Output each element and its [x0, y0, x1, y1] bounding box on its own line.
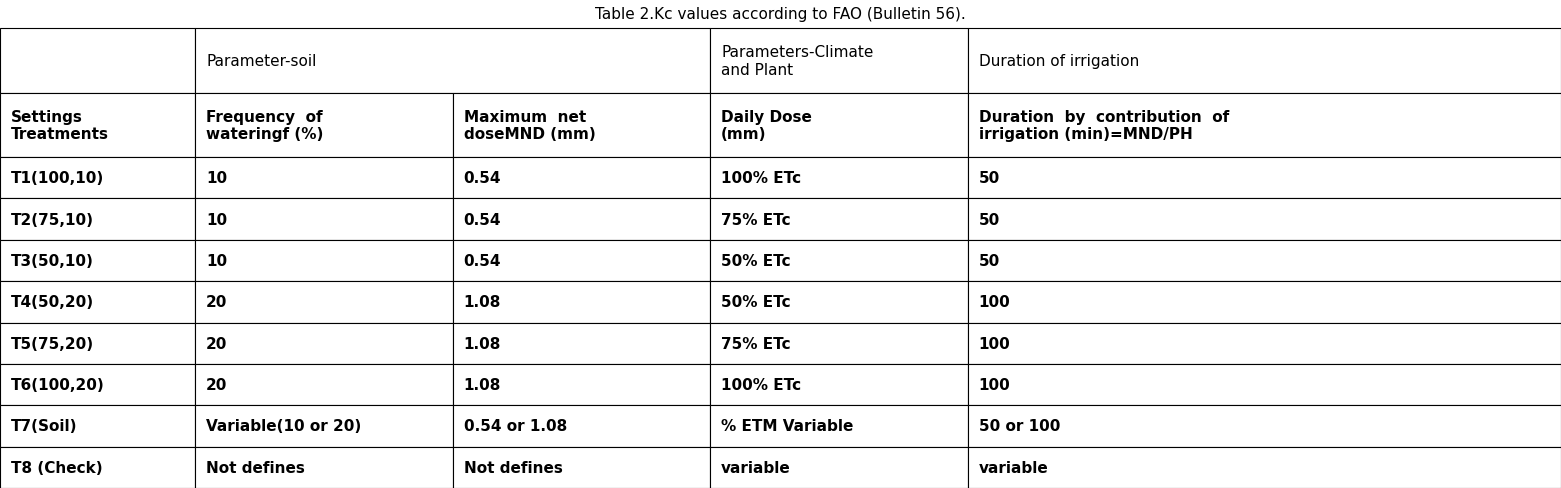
- Text: 50: 50: [979, 171, 1001, 186]
- Bar: [710, 323, 968, 364]
- Text: Duration  by  contribution  of
irrigation (min)=MND/PH: Duration by contribution of irrigation (…: [979, 109, 1229, 142]
- Bar: [453, 282, 710, 323]
- Text: 100: 100: [979, 336, 1010, 351]
- Text: T4(50,20): T4(50,20): [11, 295, 94, 310]
- Text: 100: 100: [979, 377, 1010, 392]
- Bar: [0, 199, 195, 240]
- Bar: [0, 364, 195, 406]
- Text: 1.08: 1.08: [464, 336, 501, 351]
- Bar: [968, 158, 1561, 199]
- Text: 10: 10: [206, 253, 228, 268]
- Text: Parameters-Climate
and Plant: Parameters-Climate and Plant: [721, 45, 874, 78]
- Text: variable: variable: [721, 460, 791, 475]
- Bar: [968, 406, 1561, 447]
- Bar: [968, 29, 1561, 94]
- Bar: [195, 94, 453, 158]
- Bar: [710, 364, 968, 406]
- Bar: [195, 240, 453, 282]
- Text: Not defines: Not defines: [206, 460, 304, 475]
- Bar: [710, 447, 968, 488]
- Text: 0.54: 0.54: [464, 171, 501, 186]
- Text: T6(100,20): T6(100,20): [11, 377, 105, 392]
- Bar: [453, 94, 710, 158]
- Bar: [968, 94, 1561, 158]
- Bar: [968, 447, 1561, 488]
- Text: 1.08: 1.08: [464, 295, 501, 310]
- Bar: [968, 199, 1561, 240]
- Text: 50: 50: [979, 212, 1001, 227]
- Bar: [453, 447, 710, 488]
- Bar: [195, 447, 453, 488]
- Text: 1.08: 1.08: [464, 377, 501, 392]
- Bar: [710, 282, 968, 323]
- Text: 20: 20: [206, 295, 228, 310]
- Bar: [195, 29, 710, 94]
- Text: 50% ETc: 50% ETc: [721, 295, 791, 310]
- Text: 50% ETc: 50% ETc: [721, 253, 791, 268]
- Text: T2(75,10): T2(75,10): [11, 212, 94, 227]
- Text: Variable(10 or 20): Variable(10 or 20): [206, 419, 361, 433]
- Text: 100% ETc: 100% ETc: [721, 171, 801, 186]
- Text: Parameter-soil: Parameter-soil: [206, 54, 317, 69]
- Text: 20: 20: [206, 336, 228, 351]
- Text: 0.54: 0.54: [464, 253, 501, 268]
- Bar: [453, 199, 710, 240]
- Text: T1(100,10): T1(100,10): [11, 171, 105, 186]
- Text: Duration of irrigation: Duration of irrigation: [979, 54, 1140, 69]
- Bar: [195, 364, 453, 406]
- Text: 100% ETc: 100% ETc: [721, 377, 801, 392]
- Bar: [968, 364, 1561, 406]
- Text: Not defines: Not defines: [464, 460, 562, 475]
- Bar: [968, 282, 1561, 323]
- Bar: [0, 323, 195, 364]
- Text: T3(50,10): T3(50,10): [11, 253, 94, 268]
- Bar: [710, 158, 968, 199]
- Text: Maximum  net
doseMND (mm): Maximum net doseMND (mm): [464, 109, 595, 142]
- Text: variable: variable: [979, 460, 1049, 475]
- Bar: [0, 94, 195, 158]
- Text: Settings
Treatments: Settings Treatments: [11, 109, 109, 142]
- Bar: [453, 323, 710, 364]
- Text: T8 (Check): T8 (Check): [11, 460, 103, 475]
- Bar: [195, 282, 453, 323]
- Text: 10: 10: [206, 212, 228, 227]
- Text: T5(75,20): T5(75,20): [11, 336, 94, 351]
- Bar: [453, 364, 710, 406]
- Bar: [453, 240, 710, 282]
- Text: T7(Soil): T7(Soil): [11, 419, 78, 433]
- Bar: [710, 29, 968, 94]
- Text: 100: 100: [979, 295, 1010, 310]
- Bar: [0, 282, 195, 323]
- Text: Daily Dose
(mm): Daily Dose (mm): [721, 109, 812, 142]
- Text: Frequency  of
wateringf (%): Frequency of wateringf (%): [206, 109, 323, 142]
- Bar: [0, 240, 195, 282]
- Bar: [968, 240, 1561, 282]
- Text: Table 2.Kc values according to FAO (Bulletin 56).: Table 2.Kc values according to FAO (Bull…: [595, 7, 966, 22]
- Bar: [0, 29, 195, 94]
- Bar: [0, 158, 195, 199]
- Bar: [710, 199, 968, 240]
- Bar: [710, 240, 968, 282]
- Bar: [453, 406, 710, 447]
- Text: 0.54 or 1.08: 0.54 or 1.08: [464, 419, 567, 433]
- Text: 75% ETc: 75% ETc: [721, 336, 791, 351]
- Bar: [710, 406, 968, 447]
- Text: 0.54: 0.54: [464, 212, 501, 227]
- Bar: [968, 323, 1561, 364]
- Bar: [195, 406, 453, 447]
- Text: 50 or 100: 50 or 100: [979, 419, 1060, 433]
- Bar: [710, 94, 968, 158]
- Bar: [453, 158, 710, 199]
- Text: 75% ETc: 75% ETc: [721, 212, 791, 227]
- Bar: [0, 406, 195, 447]
- Text: 10: 10: [206, 171, 228, 186]
- Bar: [0, 447, 195, 488]
- Bar: [195, 199, 453, 240]
- Text: 20: 20: [206, 377, 228, 392]
- Bar: [195, 323, 453, 364]
- Bar: [195, 158, 453, 199]
- Text: % ETM Variable: % ETM Variable: [721, 419, 854, 433]
- Text: 50: 50: [979, 253, 1001, 268]
